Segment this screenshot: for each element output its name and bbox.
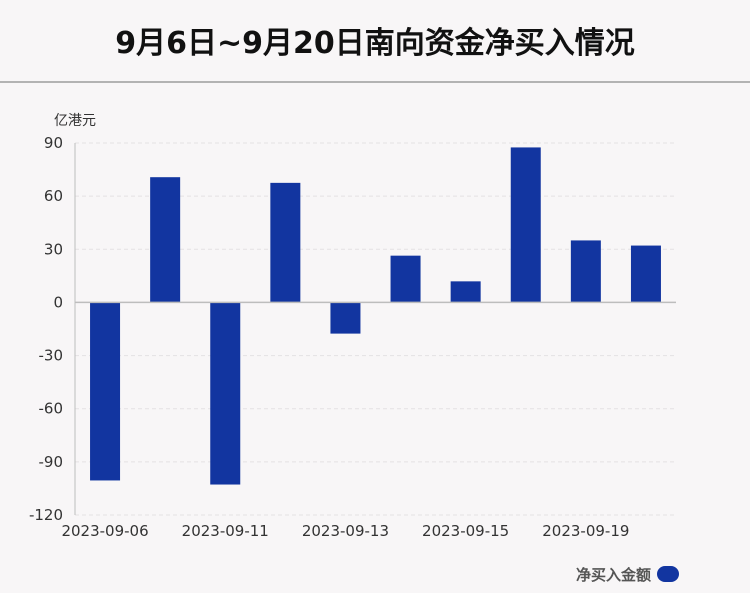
legend-label: 净买入金额 (576, 565, 652, 584)
bar (450, 281, 481, 303)
bar (210, 302, 241, 485)
bar (390, 255, 421, 303)
title-divider (0, 81, 750, 83)
bar (90, 302, 121, 481)
x-tick-label: 2023-09-13 (302, 522, 389, 540)
y-tick-label: 0 (53, 293, 63, 311)
y-tick-label: -90 (39, 453, 64, 471)
y-tick-label: -60 (39, 400, 64, 418)
y-tick-label: -30 (39, 347, 64, 365)
x-tick-label: 2023-09-11 (182, 522, 269, 540)
y-tick-label: 30 (44, 240, 63, 258)
bar (510, 147, 541, 303)
y-tick-label: 60 (44, 187, 63, 205)
legend-swatch (657, 566, 680, 582)
y-tick-label: 90 (44, 134, 63, 152)
y-unit-label: 亿港元 (54, 113, 96, 129)
x-tick-label: 2023-09-15 (422, 522, 509, 540)
page-title: 9月6日~9月20日南向资金净买入情况 (115, 26, 635, 61)
bar (330, 302, 361, 334)
legend: 净买入金额 (576, 564, 680, 584)
bar (570, 240, 601, 303)
bar (150, 177, 181, 303)
bar (270, 182, 301, 303)
x-tick-label: 2023-09-06 (61, 522, 148, 540)
x-tick-label: 2023-09-19 (542, 522, 629, 540)
bar (630, 245, 661, 303)
y-tick-label: -120 (29, 506, 63, 524)
